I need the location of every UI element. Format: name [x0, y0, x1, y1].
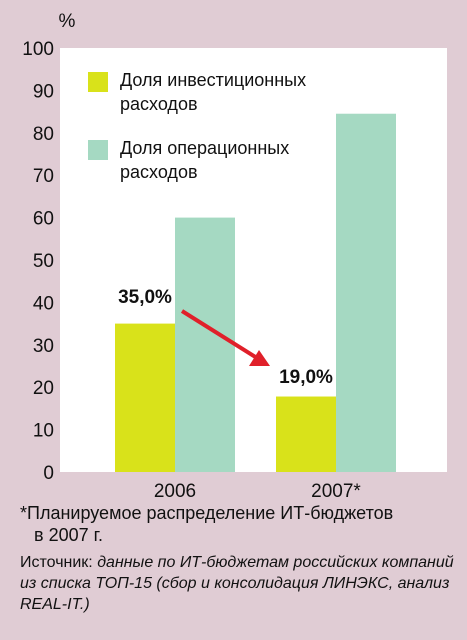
legend-label: Доля инвестиционных	[120, 70, 306, 90]
source-note: Источник: данные по ИТ-бюджетам российск…	[20, 552, 460, 615]
trend-arrow-head	[249, 350, 270, 366]
source-text: данные по ИТ-бюджетам российских компани…	[20, 554, 454, 613]
y-tick-label: 60	[33, 209, 54, 230]
footnote-line-1: *Планируемое распределение ИТ-бюджетов	[20, 503, 394, 523]
y-tick-label: 80	[33, 124, 54, 145]
x-category-label: 2007*	[311, 481, 361, 500]
x-category-label: 2006	[154, 481, 196, 500]
trend-arrow-shaft	[180, 309, 259, 360]
footnote-line-2: в 2007 г.	[34, 525, 103, 545]
bar-series-2-2006	[175, 217, 235, 472]
bar-chart: Доля инвестиционных расходов Доля операцио…	[22, 11, 447, 500]
bar-series-1-2007	[276, 396, 336, 472]
y-tick-label: 30	[33, 336, 54, 357]
data-label: 35,0%	[118, 287, 172, 308]
source-label: Источник:	[20, 554, 93, 571]
y-tick-label: 0	[43, 463, 54, 484]
y-tick-label: 90	[33, 81, 54, 102]
legend-swatch	[88, 72, 108, 92]
y-tick-label: 100	[22, 39, 54, 60]
legend-label: расходов	[120, 162, 198, 182]
legend-swatch	[88, 140, 108, 160]
bar-series-1-2006	[115, 323, 175, 472]
legend-label: расходов	[120, 94, 198, 114]
legend-label: Доля операционных	[120, 138, 289, 158]
footnote: *Планируемое распределение ИТ-бюджетов в…	[20, 502, 460, 546]
y-tick-label: 70	[33, 166, 54, 187]
y-tick-label: 50	[33, 251, 54, 272]
y-tick-label: 40	[33, 293, 54, 314]
y-tick-label: 20	[33, 378, 54, 399]
y-tick-label: 10	[33, 421, 54, 442]
y-unit-label: %	[59, 11, 76, 32]
data-label: 19,0%	[279, 367, 333, 388]
bar-series-2-2007	[336, 113, 396, 472]
